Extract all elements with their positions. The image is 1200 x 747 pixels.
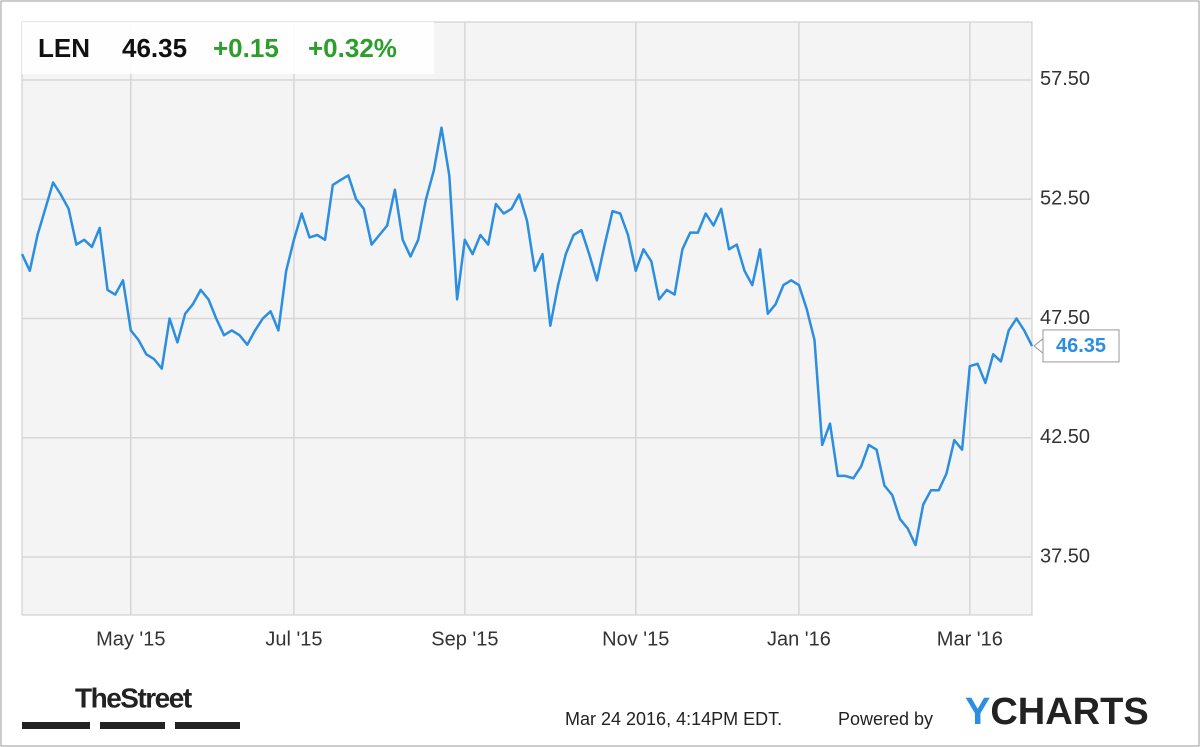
marks bbox=[20, 126, 1034, 547]
y-tick-label: 42.50 bbox=[1040, 426, 1090, 448]
logo-bar bbox=[100, 722, 165, 729]
x-tick-label: Jul '15 bbox=[265, 628, 322, 650]
y-tick-label: 57.50 bbox=[1040, 68, 1090, 90]
x-tick-label: Mar '16 bbox=[937, 628, 1003, 650]
change: +0.15 bbox=[213, 33, 279, 63]
x-tick-label: Nov '15 bbox=[602, 628, 669, 650]
y-tick-label: 52.50 bbox=[1040, 188, 1090, 210]
change-percent: +0.32% bbox=[308, 33, 397, 63]
x-tick-label: May '15 bbox=[96, 628, 165, 650]
price-line bbox=[20, 126, 1034, 547]
ticker: LEN bbox=[38, 33, 90, 63]
x-tick-label: Jan '16 bbox=[767, 628, 831, 650]
price-box bbox=[1042, 329, 1120, 363]
source-logo: TheStreet bbox=[75, 682, 192, 713]
logo-bar bbox=[175, 722, 240, 729]
y-tick-label: 37.50 bbox=[1040, 545, 1090, 567]
y-tick-label: 47.50 bbox=[1040, 307, 1090, 329]
grid bbox=[22, 22, 1032, 615]
brand-rest: CHARTS bbox=[990, 691, 1148, 733]
powered-by: Powered by bbox=[838, 709, 933, 729]
timestamp: Mar 24 2016, 4:14PM EDT. bbox=[565, 709, 782, 729]
header-box bbox=[22, 22, 434, 74]
brand: YCHARTS bbox=[965, 691, 1149, 733]
last-price-label: 46.35 bbox=[1056, 335, 1106, 357]
price: 46.35 bbox=[122, 33, 187, 63]
brand-y: Y bbox=[965, 691, 990, 733]
x-tick-label: Sep '15 bbox=[431, 628, 498, 650]
logo-bar bbox=[22, 722, 90, 729]
